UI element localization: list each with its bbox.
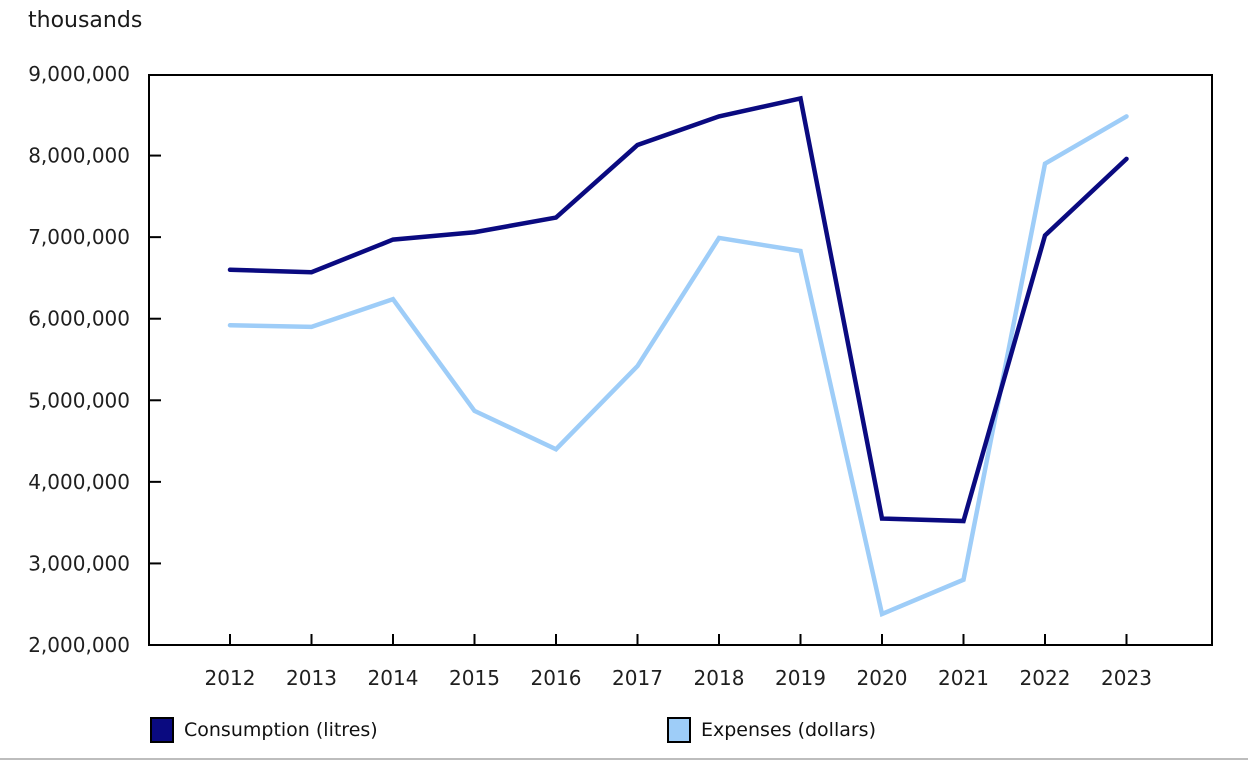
legend-item-consumption: Consumption (litres) (150, 714, 378, 746)
x-tick-label: 2014 (368, 666, 419, 690)
y-axis-unit-label: thousands (28, 8, 143, 33)
x-tick-label: 2012 (205, 666, 256, 690)
x-tick-label: 2021 (938, 666, 989, 690)
x-tick-label: 2015 (449, 666, 500, 690)
bottom-divider (0, 758, 1248, 760)
y-tick-label: 6,000,000 (28, 307, 130, 331)
x-tick-label: 2019 (775, 666, 826, 690)
legend-item-expenses: Expenses (dollars) (667, 714, 876, 746)
consumption-legend-swatch (150, 717, 174, 743)
y-tick-label: 2,000,000 (28, 633, 130, 657)
y-tick-label: 7,000,000 (28, 225, 130, 249)
plot-border (148, 74, 1213, 646)
y-tick-label: 3,000,000 (28, 551, 130, 575)
x-tick-label: 2023 (1101, 666, 1152, 690)
x-tick-label: 2022 (1020, 666, 1071, 690)
y-tick-label: 5,000,000 (28, 388, 130, 412)
x-tick-label: 2017 (612, 666, 663, 690)
x-tick-label: 2018 (694, 666, 745, 690)
expenses-legend-label: Expenses (dollars) (701, 719, 876, 741)
y-tick-label: 9,000,000 (28, 62, 130, 86)
expenses-legend-swatch (667, 717, 691, 743)
x-tick-label: 2013 (286, 666, 337, 690)
y-tick-label: 8,000,000 (28, 144, 130, 168)
consumption-legend-label: Consumption (litres) (184, 719, 378, 741)
y-tick-label: 4,000,000 (28, 470, 130, 494)
x-tick-label: 2016 (531, 666, 582, 690)
x-tick-label: 2020 (857, 666, 908, 690)
expenses-dollars-line (227, 114, 1129, 618)
chart-legend: Consumption (litres) Expenses (dollars) (0, 714, 1248, 746)
consumption-litres-line (227, 95, 1129, 524)
